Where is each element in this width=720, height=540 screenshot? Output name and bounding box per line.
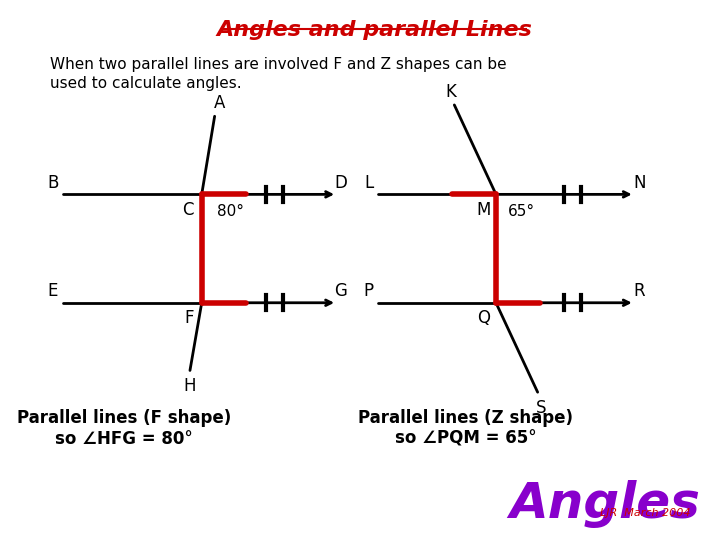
Text: S: S <box>536 399 546 416</box>
Text: 65°: 65° <box>508 204 535 219</box>
Text: H: H <box>184 377 197 395</box>
Text: Angles: Angles <box>509 480 700 528</box>
Text: R: R <box>634 282 645 300</box>
Text: used to calculate angles.: used to calculate angles. <box>50 77 241 91</box>
Text: LJR  March 2004: LJR March 2004 <box>600 509 690 518</box>
Text: F: F <box>184 309 194 327</box>
Text: When two parallel lines are involved F and Z shapes can be: When two parallel lines are involved F a… <box>50 57 506 72</box>
Text: L: L <box>364 174 374 192</box>
Text: C: C <box>182 201 194 219</box>
Text: Parallel lines (Z shape): Parallel lines (Z shape) <box>358 408 573 427</box>
Text: Parallel lines (F shape): Parallel lines (F shape) <box>17 408 231 427</box>
Text: so ∠HFG = 80°: so ∠HFG = 80° <box>55 430 193 448</box>
Text: D: D <box>334 174 347 192</box>
Text: P: P <box>364 282 374 300</box>
Text: Angles and parallel Lines: Angles and parallel Lines <box>216 20 532 40</box>
Text: 80°: 80° <box>217 204 243 219</box>
Text: Q: Q <box>477 309 490 327</box>
Text: G: G <box>334 282 347 300</box>
Text: so ∠PQM = 65°: so ∠PQM = 65° <box>395 430 536 448</box>
Text: B: B <box>48 174 58 192</box>
Text: N: N <box>633 174 646 192</box>
Text: M: M <box>476 201 490 219</box>
Text: A: A <box>215 94 226 112</box>
Text: E: E <box>48 282 58 300</box>
Text: K: K <box>446 83 456 101</box>
